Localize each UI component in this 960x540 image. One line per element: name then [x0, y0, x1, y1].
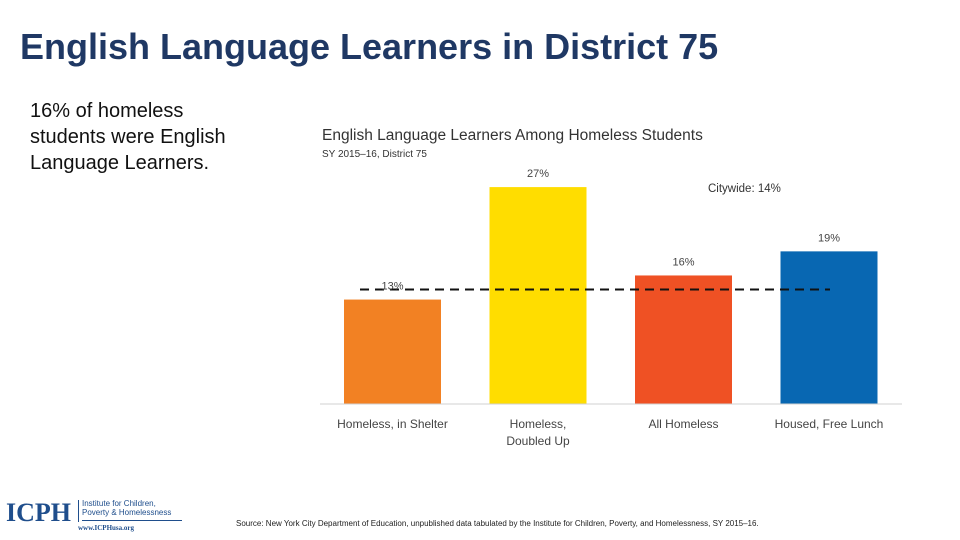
category-label-2-line-1: Homeless,: [510, 417, 567, 431]
data-label-3: 16%: [672, 256, 694, 268]
logo-url: www.ICPHusa.org: [78, 524, 135, 532]
data-label-1: 13%: [381, 281, 403, 293]
data-label-2: 27%: [527, 168, 549, 180]
chart-subtitle: SY 2015–16, District 75: [322, 149, 427, 160]
chart-title: English Language Learners Among Homeless…: [322, 127, 703, 144]
icph-logo: ICPH Institute for Children, Poverty & H…: [6, 496, 182, 536]
category-label-2-line-2: Doubled Up: [506, 434, 570, 448]
page-title: English Language Learners in District 75: [20, 26, 719, 67]
bar-4: [780, 251, 878, 404]
reference-line-label: Citywide: 14%: [708, 183, 781, 195]
summary-highlight: 16%: [30, 100, 71, 122]
category-label-4: Housed, Free Lunch: [775, 417, 884, 431]
category-label-1: Homeless, in Shelter: [337, 417, 448, 431]
logo-wordmark: ICPH: [6, 498, 71, 527]
logo-divider: [78, 500, 79, 522]
logo-underline: [82, 520, 182, 521]
bar-chart: English Language Learners Among Homeless…: [300, 118, 920, 463]
bar-2: [489, 187, 587, 404]
summary-rest: of homeless students were English Langua…: [30, 100, 226, 174]
bar-3: [635, 275, 732, 404]
summary-text: 16% of homeless students were English La…: [30, 98, 260, 176]
data-label-4: 19%: [818, 232, 840, 244]
source-note: Source: New York City Department of Educ…: [236, 519, 759, 528]
bar-1: [344, 299, 441, 404]
logo-institute-name: Institute for Children, Poverty & Homele…: [82, 499, 172, 517]
category-label-3: All Homeless: [648, 417, 718, 431]
chart-svg: English Language Learners Among Homeless…: [320, 127, 902, 448]
